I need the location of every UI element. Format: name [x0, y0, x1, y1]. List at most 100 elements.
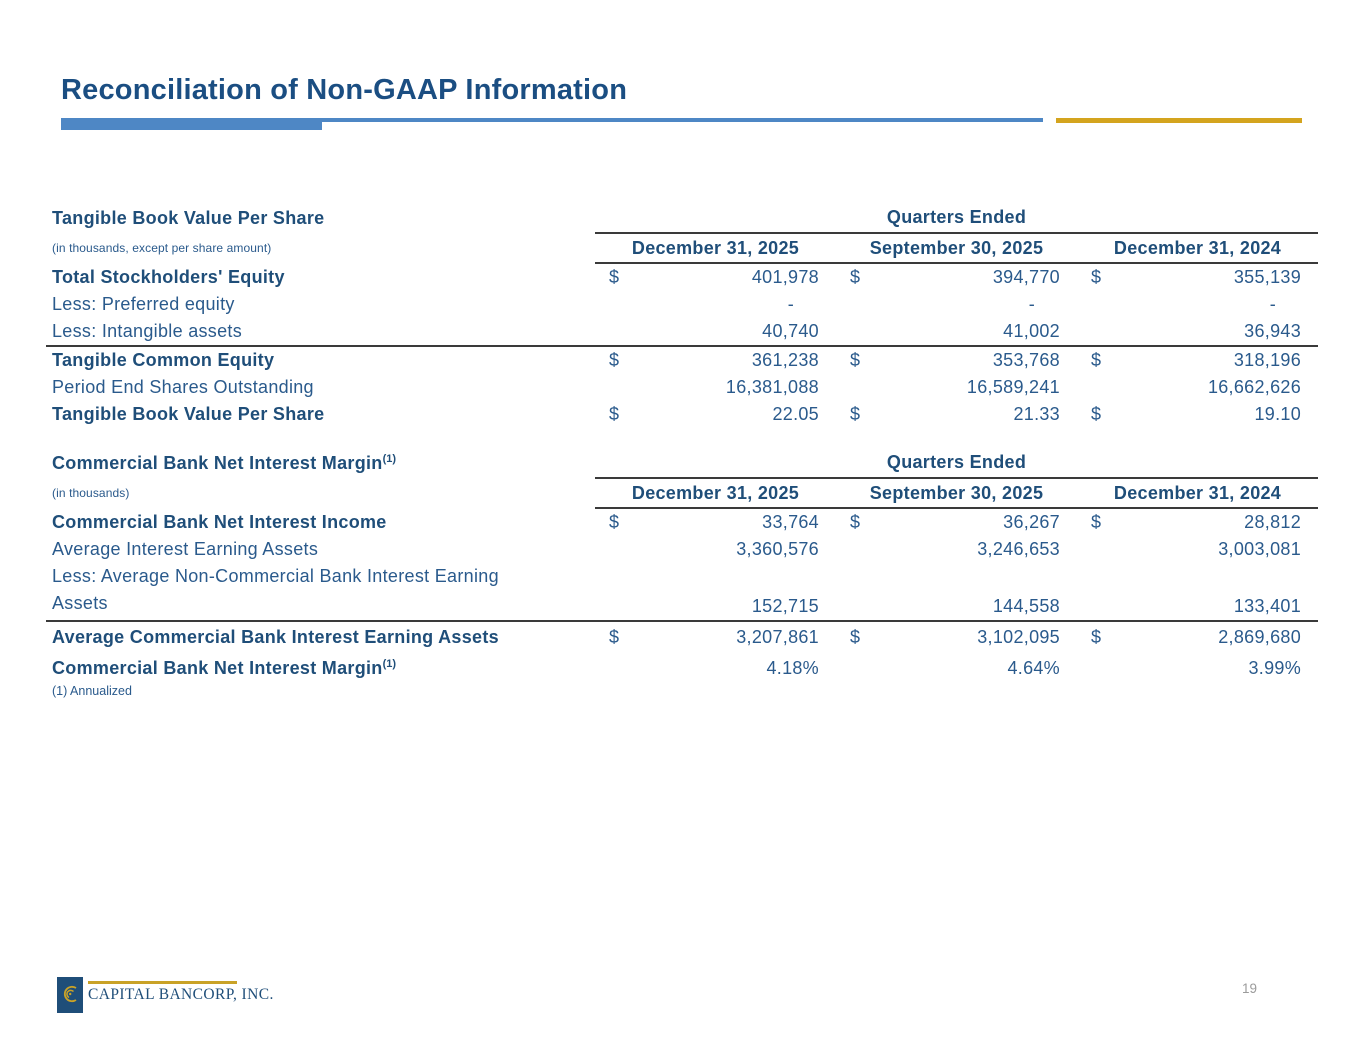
row-label: Period End Shares Outstanding — [52, 377, 314, 397]
dollar-sign: $ — [1091, 267, 1102, 287]
company-name: CAPITAL BANCORP, INC. — [88, 986, 274, 1003]
spacer-cell — [836, 563, 884, 621]
title-underline-thick — [61, 118, 322, 130]
value-cell: 394,770 — [992, 267, 1060, 287]
page-number: 19 — [1242, 981, 1258, 996]
spacer-cell — [595, 291, 643, 318]
value-cell: 3,003,081 — [1218, 539, 1302, 559]
dollar-sign: $ — [1077, 620, 1125, 653]
column-header: December 31, 2024 — [1077, 233, 1319, 264]
logo-gold-rule — [88, 981, 237, 984]
spacer-cell — [595, 563, 643, 621]
spacer-cell — [836, 374, 884, 401]
value-cell: 2,869,680 — [1125, 620, 1319, 653]
value-cell: 361,238 — [643, 345, 836, 374]
table-row: Period End Shares Outstanding 16,381,088… — [46, 374, 1318, 401]
value-cell: 28,812 — [1244, 512, 1302, 532]
spacer-cell — [836, 653, 884, 683]
table-row: Less: Average Non-Commercial Bank Intere… — [46, 563, 1318, 621]
row-label: Less: Preferred equity — [52, 294, 235, 314]
value-cell: 22.05 — [772, 404, 819, 424]
row-label: Average Commercial Bank Interest Earning… — [46, 620, 595, 653]
column-header: December 31, 2025 — [595, 233, 836, 264]
dollar-sign: $ — [1091, 404, 1102, 424]
column-header: December 31, 2025 — [595, 478, 836, 509]
table-title-text: Commercial Bank Net Interest Margin — [52, 453, 383, 473]
spacer-cell — [1077, 563, 1125, 621]
table-column-header-row: (in thousands, except per share amount) … — [46, 233, 1319, 264]
value-cell: 21.33 — [1013, 404, 1060, 424]
table-row: Tangible Common Equity $ 361,238 $ 353,7… — [46, 345, 1319, 374]
dollar-sign: $ — [595, 345, 643, 374]
dollar-sign: $ — [1077, 345, 1125, 374]
column-header: September 30, 2025 — [836, 233, 1077, 264]
row-label-text: Commercial Bank Net Interest Margin — [52, 657, 383, 678]
table-row: Tangible Book Value Per Share $ 22.05 $ … — [46, 401, 1318, 428]
value-cell: 3,246,653 — [977, 539, 1060, 559]
table-subtitle: (in thousands, except per share amount) — [52, 241, 272, 255]
value-cell: 33,764 — [762, 512, 819, 532]
dollar-sign: $ — [836, 345, 884, 374]
column-header: September 30, 2025 — [836, 478, 1077, 509]
value-cell: 4.64% — [1007, 657, 1060, 678]
table-row: Commercial Bank Net Interest Income $ 33… — [46, 508, 1318, 536]
table-row: Total Stockholders' Equity $ 401,978 $ 3… — [46, 263, 1318, 291]
net-interest-margin-table: Commercial Bank Net Interest Margin(1) Q… — [46, 443, 1319, 683]
value-cell: 133,401 — [1233, 596, 1302, 616]
capital-bancorp-logo-icon — [57, 977, 83, 1013]
row-label: Tangible Common Equity — [46, 345, 595, 374]
spacer-cell — [836, 318, 884, 346]
value-cell: - — [1028, 294, 1035, 314]
dollar-sign: $ — [609, 404, 620, 424]
value-cell: 36,943 — [1244, 321, 1302, 341]
spacer-cell — [1077, 653, 1125, 683]
table-title: Commercial Bank Net Interest Margin(1) — [46, 443, 595, 478]
table-column-header-row: (in thousands) December 31, 2025 Septemb… — [46, 478, 1319, 509]
footnote: (1) Annualized — [52, 684, 132, 698]
spacer-cell — [836, 536, 884, 563]
value-cell: 16,381,088 — [725, 377, 819, 397]
spacer-cell — [1077, 318, 1125, 346]
row-label: Less: Intangible assets — [52, 321, 243, 341]
value-cell: 4.18% — [766, 657, 819, 678]
title-underline-thin — [322, 118, 1043, 122]
row-label: Less: Average Non-Commercial Bank Intere… — [52, 566, 499, 613]
table-section-header-row: Commercial Bank Net Interest Margin(1) Q… — [46, 443, 1319, 479]
value-cell: 40,740 — [762, 321, 819, 341]
dollar-sign: $ — [850, 404, 861, 424]
row-label: Commercial Bank Net Interest Income — [52, 511, 387, 532]
spacer-cell — [836, 291, 884, 318]
quarters-ended-header: Quarters Ended — [595, 443, 1319, 479]
value-cell: 16,662,626 — [1207, 377, 1302, 397]
dollar-sign: $ — [595, 620, 643, 653]
value-cell: 318,196 — [1125, 345, 1319, 374]
value-cell: 144,558 — [992, 596, 1060, 616]
row-label: Tangible Book Value Per Share — [52, 404, 325, 424]
value-cell: 16,589,241 — [966, 377, 1060, 397]
value-cell: 41,002 — [1003, 321, 1060, 341]
value-cell: - — [1269, 294, 1277, 314]
quarters-ended-header: Quarters Ended — [595, 198, 1319, 234]
value-cell: 152,715 — [751, 596, 819, 616]
table-row: Less: Intangible assets 40,740 41,002 36… — [46, 318, 1318, 346]
dollar-sign: $ — [609, 267, 620, 287]
value-cell: 353,768 — [884, 345, 1077, 374]
spacer-cell — [595, 653, 643, 683]
spacer-cell — [595, 318, 643, 346]
spacer-cell — [1077, 374, 1125, 401]
table-subtitle: (in thousands) — [52, 486, 130, 500]
page-title: Reconciliation of Non-GAAP Information — [61, 74, 628, 106]
value-cell: 3,207,861 — [643, 620, 836, 653]
value-cell: - — [787, 294, 794, 314]
value-cell: 19.10 — [1254, 404, 1302, 424]
value-cell: 36,267 — [1003, 512, 1060, 532]
spacer-cell — [1077, 291, 1125, 318]
dollar-sign: $ — [1091, 512, 1102, 532]
value-cell: 3,102,095 — [884, 620, 1077, 653]
footnote-marker: (1) — [382, 453, 397, 465]
spacer-cell — [595, 374, 643, 401]
row-label: Total Stockholders' Equity — [52, 266, 285, 287]
dollar-sign: $ — [850, 267, 861, 287]
value-cell: 401,978 — [751, 267, 819, 287]
dollar-sign: $ — [836, 620, 884, 653]
